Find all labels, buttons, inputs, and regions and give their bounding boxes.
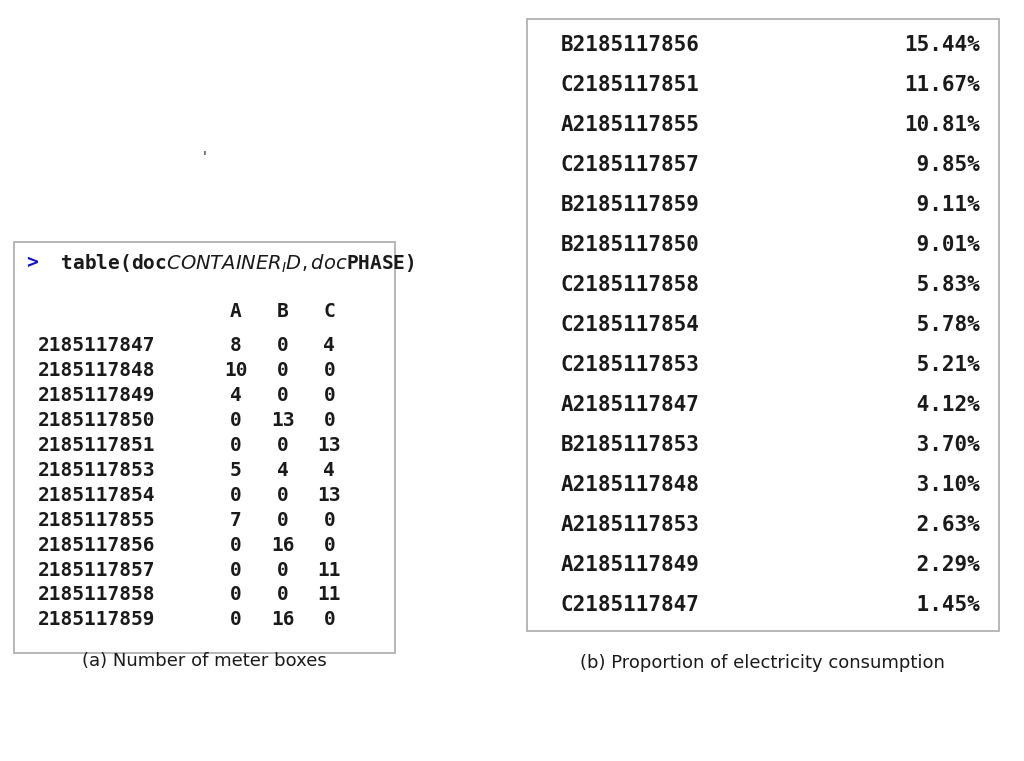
Text: 4: 4 [276, 460, 289, 479]
Text: 0: 0 [324, 361, 335, 380]
Text: 13: 13 [271, 411, 294, 430]
Text: 16: 16 [271, 536, 294, 555]
Text: 2185117851: 2185117851 [38, 435, 155, 454]
Text: 0: 0 [324, 386, 335, 405]
Text: 0: 0 [276, 561, 289, 580]
Text: C: C [324, 301, 335, 320]
Text: 9.85%: 9.85% [904, 155, 979, 175]
Text: 0: 0 [230, 486, 242, 505]
Text: 0: 0 [230, 536, 242, 555]
Text: 2185117847: 2185117847 [38, 336, 155, 355]
Text: 4: 4 [324, 336, 335, 355]
Text: 10.81%: 10.81% [904, 115, 979, 135]
Text: C2185117858: C2185117858 [561, 275, 699, 295]
Text: 0: 0 [276, 585, 289, 604]
Text: 2185117849: 2185117849 [38, 386, 155, 405]
Text: 4: 4 [324, 460, 335, 479]
Text: B2185117856: B2185117856 [561, 35, 699, 56]
Text: 9.01%: 9.01% [904, 235, 979, 255]
Text: C2185117851: C2185117851 [561, 75, 699, 95]
Text: 2185117855: 2185117855 [38, 511, 155, 530]
Text: 0: 0 [276, 511, 289, 530]
Text: 0: 0 [276, 486, 289, 505]
Text: 11: 11 [317, 561, 341, 580]
Text: table(doc$CONTAINER_ID, doc$PHASE): table(doc$CONTAINER_ID, doc$PHASE) [49, 253, 415, 275]
Text: 2185117859: 2185117859 [38, 610, 155, 629]
Text: 5.78%: 5.78% [904, 315, 979, 335]
Text: 5.83%: 5.83% [904, 275, 979, 295]
Text: 7: 7 [230, 511, 242, 530]
Text: 0: 0 [230, 585, 242, 604]
Text: 2185117857: 2185117857 [38, 561, 155, 580]
Text: 0: 0 [324, 511, 335, 530]
Text: ': ' [203, 150, 207, 164]
Text: 1.45%: 1.45% [904, 594, 979, 615]
Text: 0: 0 [230, 435, 242, 454]
Text: 16: 16 [271, 610, 294, 629]
Text: 0: 0 [276, 435, 289, 454]
Text: C2185117857: C2185117857 [561, 155, 699, 175]
Text: A2185117848: A2185117848 [561, 475, 699, 495]
Text: 0: 0 [230, 561, 242, 580]
Text: 0: 0 [324, 411, 335, 430]
Text: 2185117848: 2185117848 [38, 361, 155, 380]
Text: 13: 13 [317, 486, 341, 505]
Text: 0: 0 [324, 536, 335, 555]
Text: 3.10%: 3.10% [904, 475, 979, 495]
Text: C2185117847: C2185117847 [561, 594, 699, 615]
Text: 2185117858: 2185117858 [38, 585, 155, 604]
Text: C2185117853: C2185117853 [561, 355, 699, 375]
Text: B2185117850: B2185117850 [561, 235, 699, 255]
Text: A2185117847: A2185117847 [561, 395, 699, 415]
Text: 0: 0 [276, 361, 289, 380]
Text: 0: 0 [230, 411, 242, 430]
Text: 4.12%: 4.12% [904, 395, 979, 415]
Text: A2185117849: A2185117849 [561, 555, 699, 575]
Text: 13: 13 [317, 435, 341, 454]
Text: 11.67%: 11.67% [904, 75, 979, 95]
Text: (b) Proportion of electricity consumption: (b) Proportion of electricity consumptio… [581, 654, 945, 671]
Text: 10: 10 [224, 361, 248, 380]
Text: 0: 0 [276, 386, 289, 405]
Text: 11: 11 [317, 585, 341, 604]
Text: (a) Number of meter boxes: (a) Number of meter boxes [82, 651, 328, 670]
Text: B2185117853: B2185117853 [561, 435, 699, 455]
Text: B: B [276, 301, 289, 320]
Text: 4: 4 [230, 386, 242, 405]
Text: >: > [26, 253, 38, 272]
Text: 2185117853: 2185117853 [38, 460, 155, 479]
Text: 0: 0 [230, 610, 242, 629]
Text: 0: 0 [276, 336, 289, 355]
Text: 9.11%: 9.11% [904, 195, 979, 215]
Text: C2185117854: C2185117854 [561, 315, 699, 335]
Text: 2185117850: 2185117850 [38, 411, 155, 430]
Text: A2185117855: A2185117855 [561, 115, 699, 135]
Text: A2185117853: A2185117853 [561, 514, 699, 535]
Bar [14, 242, 395, 653]
Text: B2185117859: B2185117859 [561, 195, 699, 215]
Text: 5.21%: 5.21% [904, 355, 979, 375]
Text: 5: 5 [230, 460, 242, 479]
Text: A: A [230, 301, 242, 320]
Text: 2.63%: 2.63% [904, 514, 979, 535]
Text: 2185117854: 2185117854 [38, 486, 155, 505]
Text: 8: 8 [230, 336, 242, 355]
Text: 2.29%: 2.29% [904, 555, 979, 575]
Text: 15.44%: 15.44% [904, 35, 979, 56]
Text: 3.70%: 3.70% [904, 435, 979, 455]
Text: 2185117856: 2185117856 [38, 536, 155, 555]
Text: 0: 0 [324, 610, 335, 629]
